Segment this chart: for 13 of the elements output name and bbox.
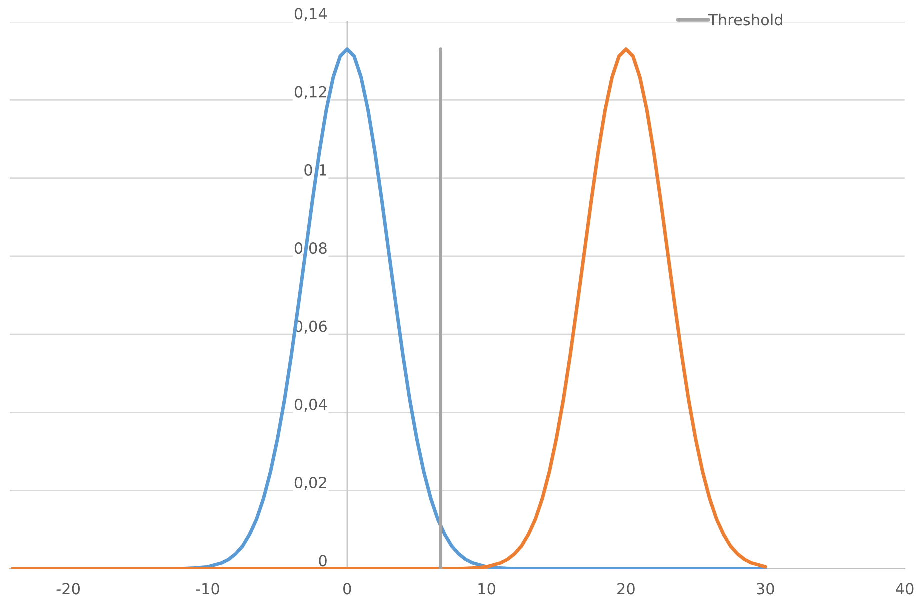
x-tick-label: -20 [56, 583, 80, 595]
x-tick-label: 40 [896, 583, 914, 595]
y-tick-label: 0,12 [294, 86, 326, 100]
x-tick-label: 20 [618, 583, 635, 595]
y-tick-label: 0,14 [294, 8, 328, 22]
x-tick-label: 30 [757, 583, 774, 595]
y-tick-label: 0,04 [294, 398, 328, 412]
x-tick-label: 10 [478, 583, 496, 595]
x-tick-label: -10 [196, 583, 220, 595]
legend-label: Threshold [708, 14, 782, 26]
x-tick-label: 0 [344, 583, 352, 595]
y-tick-label: 0,02 [294, 476, 326, 490]
y-tick-label: 0 [319, 555, 327, 567]
